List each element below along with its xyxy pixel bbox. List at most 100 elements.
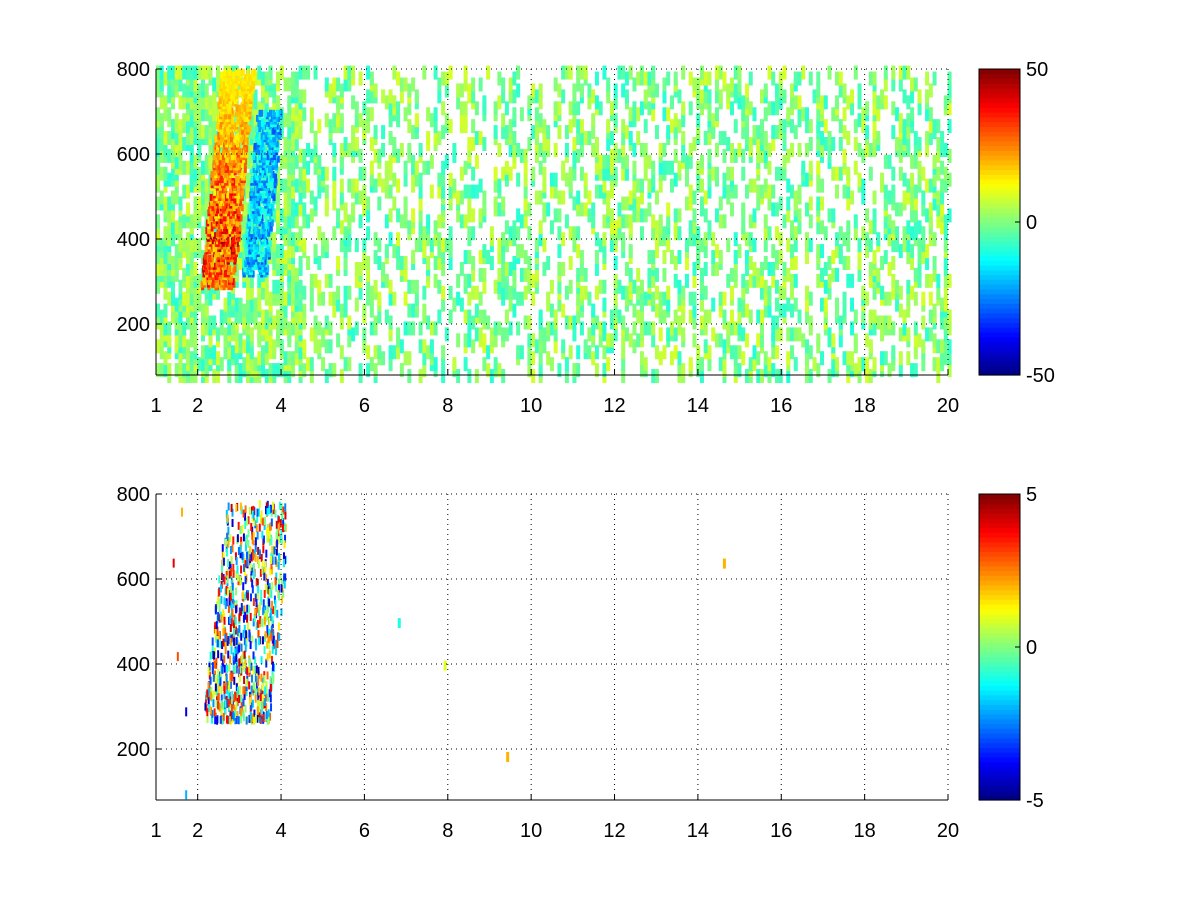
heatmap-cell bbox=[786, 238, 791, 253]
heatmap-cell bbox=[197, 238, 202, 253]
heatmap-cell bbox=[872, 321, 877, 336]
heatmap-cell bbox=[220, 222, 224, 229]
heatmap-cell bbox=[921, 226, 926, 241]
heatmap-cell bbox=[298, 148, 303, 163]
heatmap-cell bbox=[621, 119, 626, 134]
heatmap-cell bbox=[928, 291, 933, 306]
heatmap-cell bbox=[928, 327, 933, 342]
heatmap-cell bbox=[703, 244, 708, 259]
heatmap-cell bbox=[842, 184, 847, 199]
heatmap-cell bbox=[174, 220, 179, 235]
heatmap-cell bbox=[471, 77, 476, 92]
heatmap-cell bbox=[816, 244, 821, 259]
heatmap-cell bbox=[639, 363, 644, 378]
heatmap-cell bbox=[613, 142, 618, 157]
heatmap-cell bbox=[790, 273, 795, 288]
heatmap-cell bbox=[287, 142, 292, 157]
heatmap-cell bbox=[377, 291, 382, 306]
heatmap-cell bbox=[226, 150, 230, 158]
heatmap-cell bbox=[193, 333, 198, 348]
heatmap-cell bbox=[411, 208, 416, 223]
heatmap-cell bbox=[913, 154, 918, 169]
heatmap-cell bbox=[527, 202, 532, 217]
heatmap-cell bbox=[471, 208, 476, 223]
heatmap-cell bbox=[621, 142, 626, 157]
heatmap-cell bbox=[681, 131, 686, 146]
heatmap-cell bbox=[932, 303, 937, 318]
heatmap-cell bbox=[182, 267, 187, 282]
heatmap-cell bbox=[309, 148, 314, 163]
heatmap-cell bbox=[189, 351, 194, 366]
heatmap-cell bbox=[231, 345, 236, 360]
heatmap-cell bbox=[272, 250, 277, 265]
heatmap-cell bbox=[381, 351, 386, 366]
heatmap-cell bbox=[718, 250, 723, 265]
heatmap-cell bbox=[940, 160, 945, 175]
heatmap-cell bbox=[317, 339, 322, 354]
heatmap-cell bbox=[748, 178, 753, 193]
heatmap-cell bbox=[225, 71, 229, 79]
heatmap-cell bbox=[722, 71, 727, 86]
heatmap-cell bbox=[891, 125, 896, 140]
heatmap-cell bbox=[388, 166, 393, 181]
heatmap-cell bbox=[726, 83, 731, 98]
heatmap-cell bbox=[564, 285, 569, 300]
heatmap-cell bbox=[632, 208, 637, 223]
heatmap-cell bbox=[291, 107, 296, 122]
heatmap-cell bbox=[880, 89, 885, 104]
heatmap-cell bbox=[733, 232, 738, 247]
heatmap-cell bbox=[249, 273, 254, 288]
heatmap-cell bbox=[201, 321, 206, 336]
heatmap-cell bbox=[936, 369, 941, 384]
heatmap-cell bbox=[549, 303, 554, 318]
heatmap-cell bbox=[714, 77, 719, 92]
heatmap-cell bbox=[403, 267, 408, 282]
heatmap-cell bbox=[463, 113, 468, 128]
heatmap-cell bbox=[775, 101, 780, 116]
heatmap-cell bbox=[407, 83, 412, 98]
heatmap-cell bbox=[733, 65, 738, 80]
heatmap-cell bbox=[542, 339, 547, 354]
heatmap-cell bbox=[471, 119, 476, 134]
heatmap-cell bbox=[940, 220, 945, 235]
heatmap-cell bbox=[778, 196, 783, 211]
heatmap-cell bbox=[218, 158, 222, 166]
heatmap-cell bbox=[662, 160, 667, 175]
heatmap-cell bbox=[444, 238, 449, 253]
heatmap-cell bbox=[775, 297, 780, 312]
heatmap-cell bbox=[662, 250, 667, 265]
heatmap-cell bbox=[883, 315, 888, 330]
heatmap-cell bbox=[317, 184, 322, 199]
heatmap-cell bbox=[917, 273, 922, 288]
heatmap-cell bbox=[613, 232, 618, 247]
heatmap-cell bbox=[231, 278, 235, 286]
heatmap-cell bbox=[213, 145, 217, 153]
heatmap-cell bbox=[842, 256, 847, 270]
heatmap-cell bbox=[332, 196, 337, 211]
heatmap-cell bbox=[328, 119, 333, 134]
heatmap-cell bbox=[224, 79, 228, 87]
heatmap-cell bbox=[673, 172, 678, 187]
heatmap-cell bbox=[722, 291, 727, 306]
heatmap-cell bbox=[752, 261, 757, 276]
heatmap-cell bbox=[587, 208, 592, 223]
heatmap-cell bbox=[257, 65, 262, 80]
heatmap-cell bbox=[943, 226, 948, 241]
heatmap-cell bbox=[662, 89, 667, 104]
heatmap-cell bbox=[317, 321, 322, 336]
heatmap-cell bbox=[913, 208, 918, 223]
heatmap-cell bbox=[865, 208, 870, 223]
heatmap-cell bbox=[231, 89, 235, 97]
heatmap-cell bbox=[512, 285, 517, 300]
heatmap-cell bbox=[279, 208, 284, 223]
heatmap-cell bbox=[662, 267, 667, 282]
heatmap-cell bbox=[760, 261, 765, 276]
heatmap-cell bbox=[225, 120, 229, 127]
heatmap-cell bbox=[523, 148, 528, 163]
heatmap-cell bbox=[534, 89, 539, 104]
heatmap-cell bbox=[658, 178, 663, 193]
heatmap-cell bbox=[902, 321, 907, 336]
heatmap-cell bbox=[313, 339, 318, 354]
heatmap-cell bbox=[204, 279, 209, 294]
heatmap-cell bbox=[212, 262, 216, 270]
